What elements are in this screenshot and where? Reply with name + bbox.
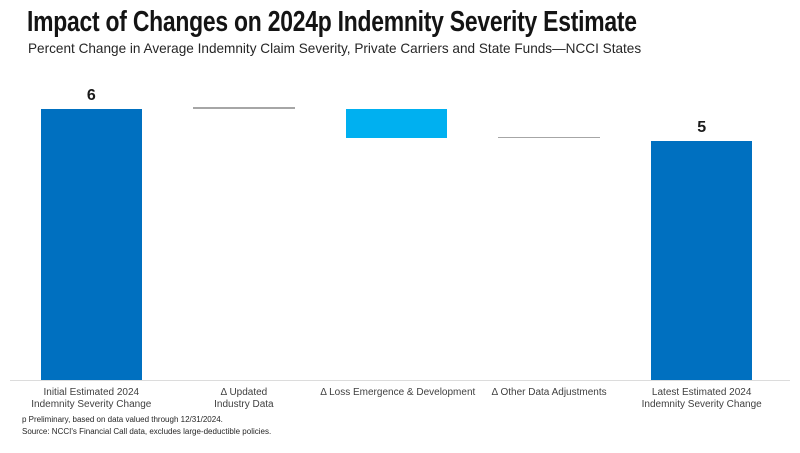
footnote-source: Source: NCCI's Financial Call data, excl… (22, 427, 272, 436)
zero-change-line (498, 136, 601, 139)
bar-decrease (346, 108, 447, 139)
category-label: Initial Estimated 2024 (43, 387, 140, 398)
category-label: Latest Estimated 2024 (651, 387, 752, 398)
bar-value-label: 5 (697, 118, 707, 136)
zero-change-line (192, 107, 295, 109)
category-label: Δ Updated (220, 387, 268, 398)
category-label: Industry Data (214, 399, 274, 411)
chart-title: Impact of Changes on 2024p Indemnity Sev… (27, 6, 637, 38)
footnote-preliminary: p Preliminary, based on data valued thro… (22, 415, 223, 424)
x-axis-line (10, 380, 790, 381)
footnotes: p Preliminary, based on data valued thro… (22, 414, 271, 438)
category-label: Indemnity Severity Change (31, 399, 152, 411)
category-label: Δ Other Data Adjustments (491, 387, 607, 398)
chart-subtitle: Percent Change in Average Indemnity Clai… (28, 40, 642, 56)
category-label: Δ Loss Emergence & Development (320, 387, 476, 398)
bar-total (40, 108, 142, 380)
bar-value-label: 6 (86, 86, 96, 104)
bar-total (651, 140, 753, 380)
category-label: Indemnity Severity Change (641, 399, 762, 411)
